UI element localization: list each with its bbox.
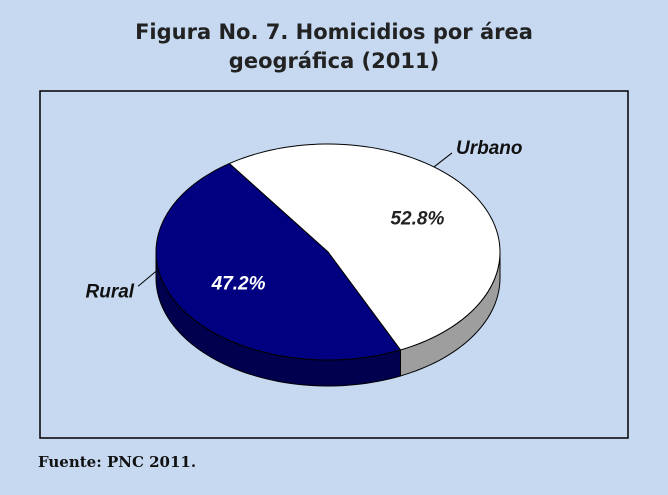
source-note: Fuente: PNC 2011. xyxy=(38,453,197,471)
category-label: Urbano xyxy=(456,138,523,159)
value-label: 47.2% xyxy=(211,273,266,294)
leader-line xyxy=(137,270,157,287)
pie-slice xyxy=(228,143,501,351)
value-label: 52.8% xyxy=(390,209,444,230)
chart-title: Figura No. 7. Homicidios por área geográ… xyxy=(135,20,533,73)
leader-line xyxy=(433,152,453,168)
category-label: Rural xyxy=(86,281,135,302)
pie-slice xyxy=(155,162,402,361)
